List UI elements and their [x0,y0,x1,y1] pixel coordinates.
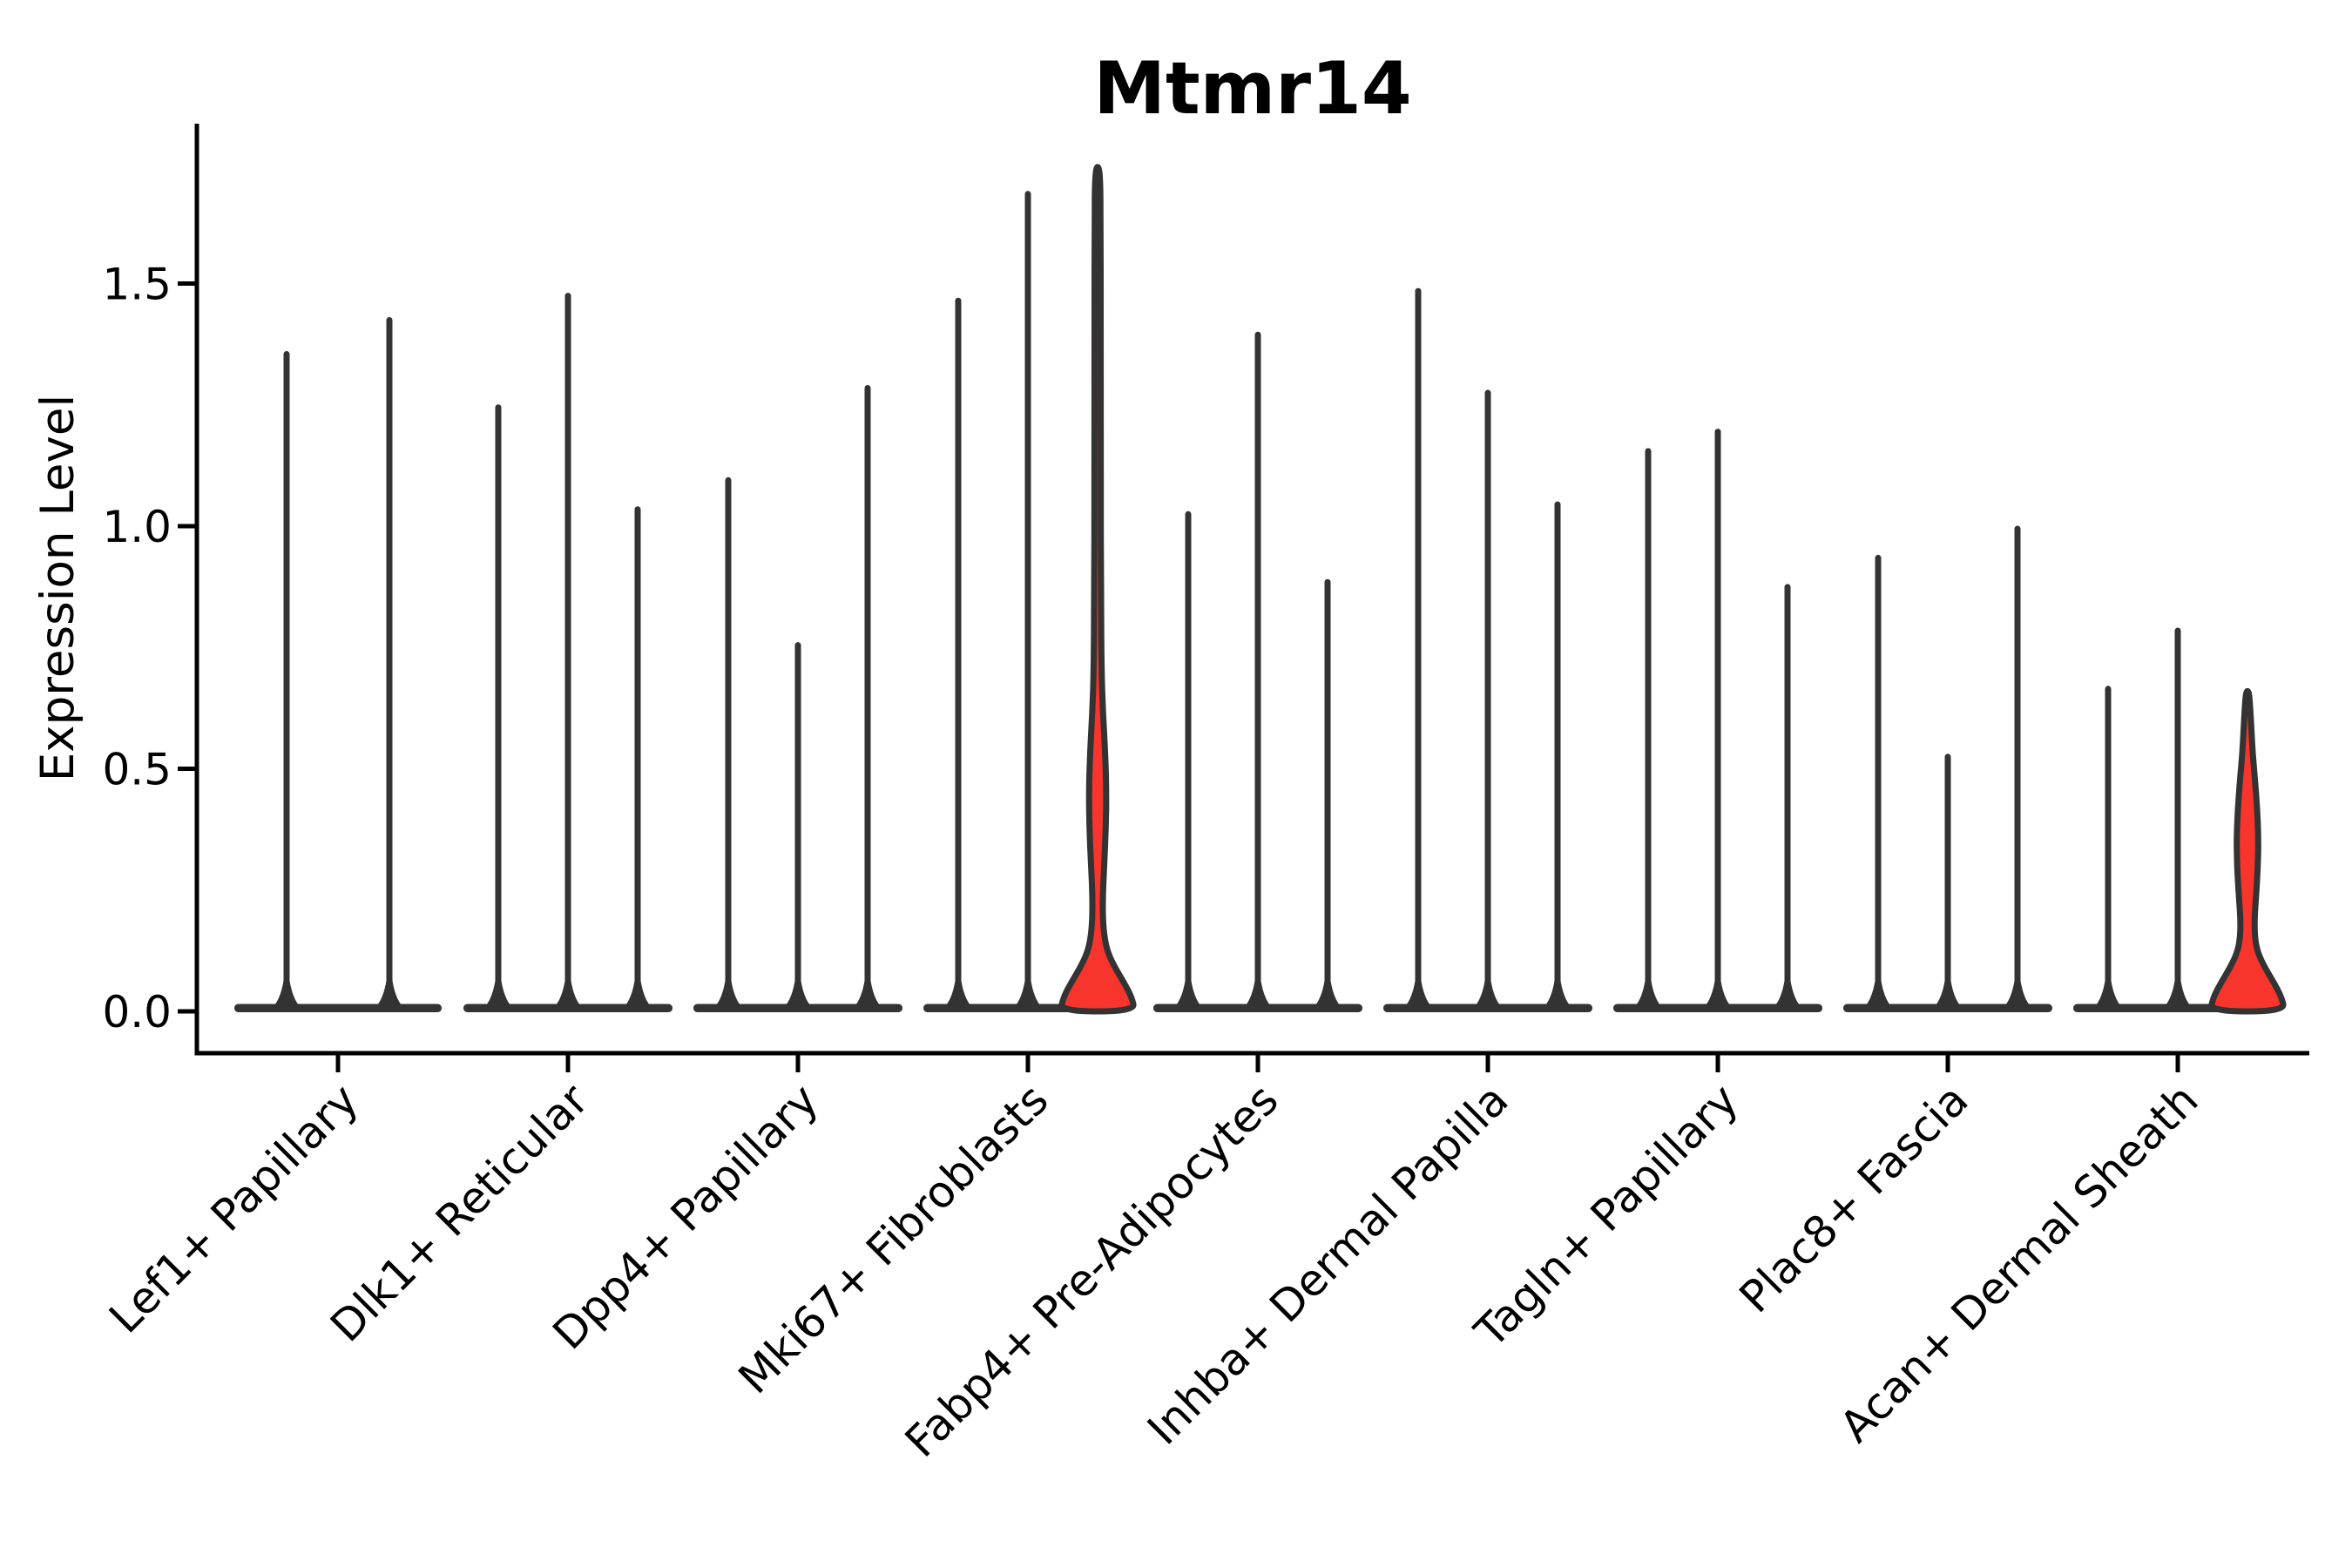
y-tick-label: 0.0 [102,987,172,1037]
chart-title: Mtmr14 [1093,46,1411,131]
violin-group [1153,331,1362,1012]
violin-group [234,316,442,1012]
violin-group [2073,627,2287,1015]
x-tick-label: Fabp4+ Pre-Adipocytes [896,1074,1288,1467]
violin-group [923,164,1137,1015]
y-tick-label: 0.5 [102,745,172,795]
violin-zero-base [234,1004,442,1012]
y-axis-label: Expression Level [31,395,84,781]
violin-group [463,293,672,1012]
violins-layer [234,164,2287,1015]
y-tick-label: 1.5 [102,260,172,310]
violin-group [1383,287,1592,1012]
highlighted-violin [1058,164,1137,1015]
x-tick-label: Lef1+ Papillary [99,1074,368,1342]
axes-layer [178,124,2309,1072]
y-tick-label: 1.0 [102,502,172,552]
violin-group [693,384,902,1012]
violin-group [1843,525,2052,1012]
x-tick-label: Plac8+ Fascia [1730,1074,1978,1322]
highlighted-violin [2208,687,2287,1015]
x-tick-labels: Lef1+ Papillary Dlk1+ Reticular Dpp4+ Pa… [99,1074,2207,1467]
y-tick-labels: 0.0 0.5 1.0 1.5 [102,260,172,1038]
violin-group [1613,429,1822,1012]
